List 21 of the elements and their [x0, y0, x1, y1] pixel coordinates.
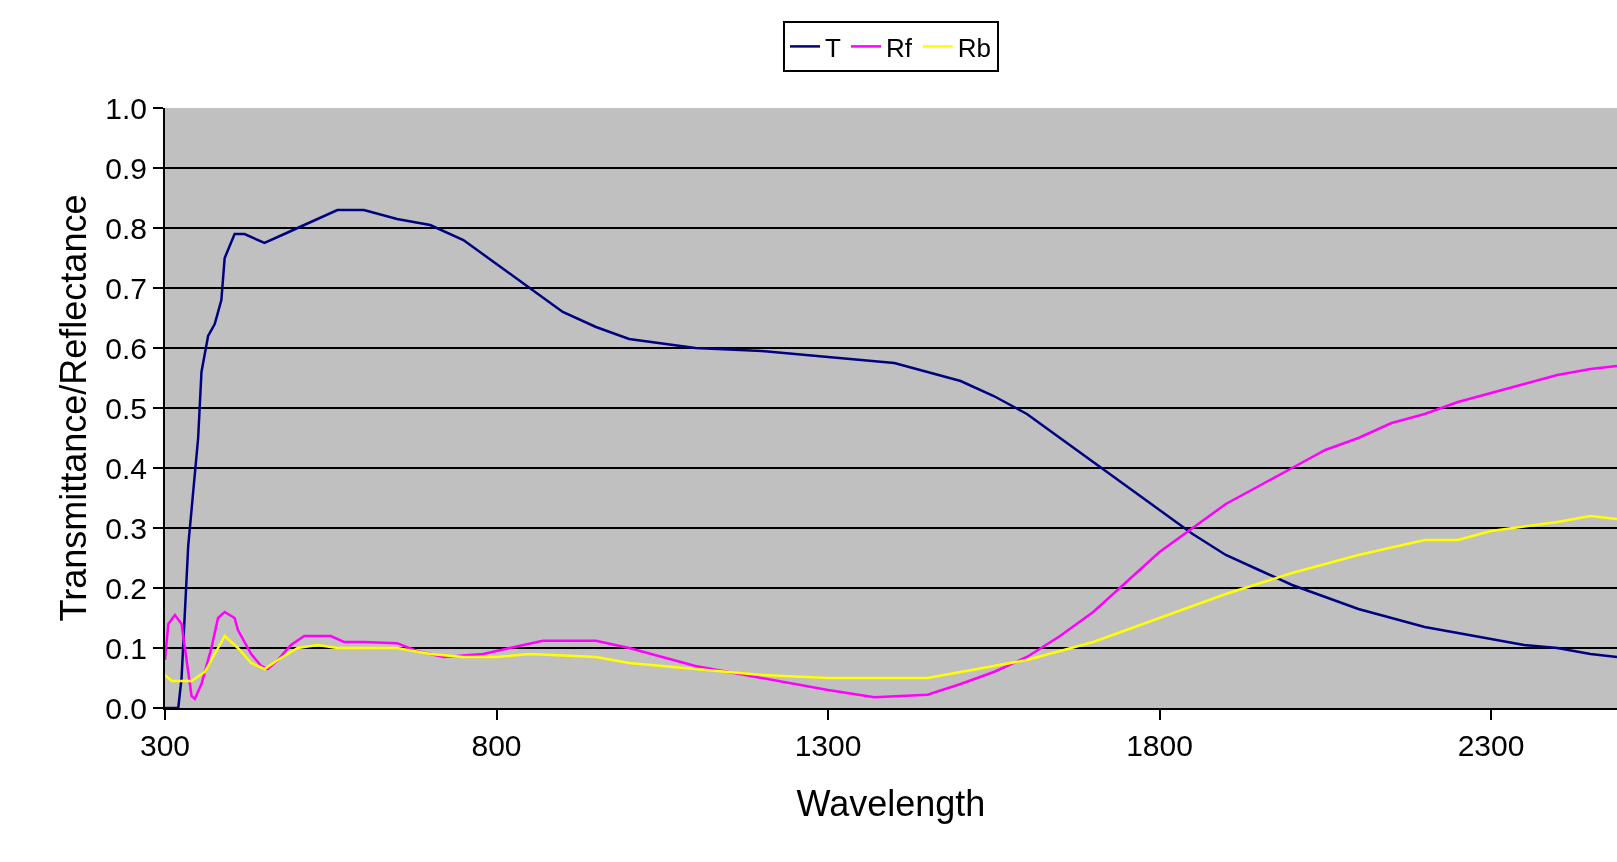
x-tick-label: 300 [139, 729, 191, 762]
legend-label: Rb [957, 32, 992, 63]
y-tick-label: 0.3 [105, 511, 147, 545]
x-axis-title: Wavelength [796, 783, 986, 825]
y-tick-label: 0.8 [105, 211, 147, 245]
y-tick-label: 0.4 [105, 451, 147, 485]
y-tick-label: 0.1 [105, 631, 147, 665]
y-tick-label: 1.0 [105, 91, 147, 125]
y-tick-label: 0.2 [105, 571, 147, 605]
y-axis-title: Transmittance/Reflectance [52, 194, 94, 622]
x-tick-label: 1800 [1126, 729, 1193, 762]
y-tick-label: 0.0 [105, 691, 147, 725]
y-tick-label: 0.9 [105, 151, 147, 185]
x-tick-label: 800 [471, 729, 522, 762]
y-tick-label: 0.7 [105, 271, 147, 305]
y-tick-label: 0.6 [105, 331, 147, 365]
legend-label: T [825, 32, 841, 63]
y-tick-label: 0.5 [105, 391, 147, 425]
legend-label: Rf [886, 32, 913, 63]
x-tick-label: 2300 [1457, 729, 1525, 762]
x-tick-label: 1300 [794, 729, 862, 762]
